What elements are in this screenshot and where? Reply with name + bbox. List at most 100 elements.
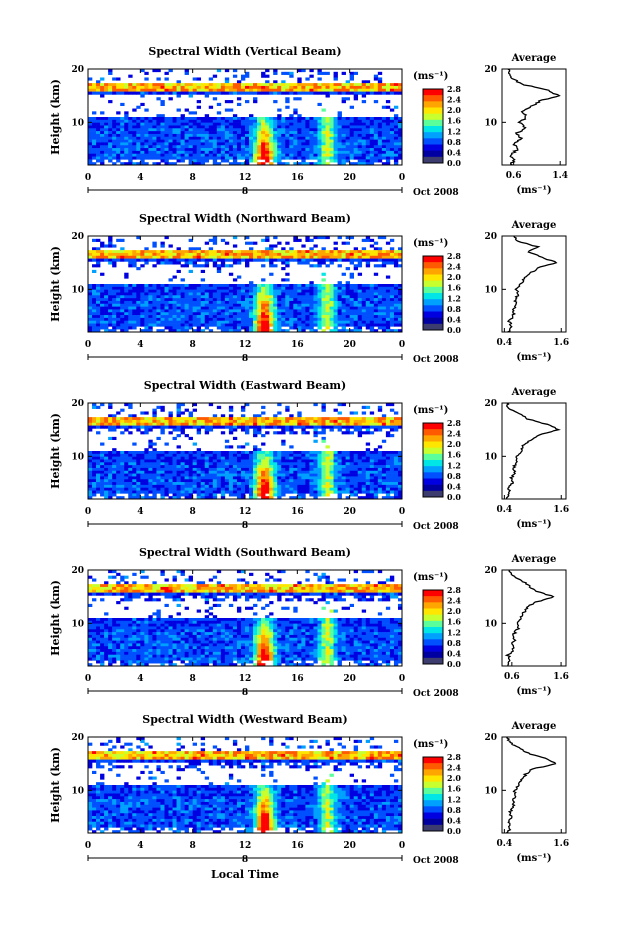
heatmap-cell xyxy=(180,148,185,152)
heatmap-cell xyxy=(285,422,290,426)
heatmap-cell xyxy=(341,303,346,307)
heatmap-cell xyxy=(317,422,322,426)
heatmap-cell xyxy=(232,419,238,424)
heatmap-cell xyxy=(341,125,346,129)
heatmap-cell xyxy=(357,261,363,265)
heatmap-cell xyxy=(144,261,149,265)
heatmap-cell xyxy=(337,150,342,154)
heatmap-cell xyxy=(152,119,157,123)
heatmap-cell xyxy=(152,292,157,296)
heatmap-cell xyxy=(88,148,93,152)
heatmap-cell xyxy=(329,133,334,138)
heatmap-cell xyxy=(112,414,117,418)
heatmap-cell xyxy=(96,125,101,129)
heatmap-cell xyxy=(293,453,298,457)
heatmap-cell xyxy=(152,88,157,92)
heatmap-cell xyxy=(140,122,145,126)
heatmap-cell xyxy=(245,473,250,477)
heatmap-cell xyxy=(148,487,153,491)
heatmap-cell xyxy=(377,83,383,87)
heatmap-cell xyxy=(188,479,193,483)
heatmap-cell xyxy=(393,312,399,316)
heatmap-cell xyxy=(196,431,202,435)
heatmap-cell xyxy=(104,303,109,307)
heatmap-cell xyxy=(228,125,234,129)
heatmap-cell xyxy=(365,145,371,149)
heatmap-cell xyxy=(257,422,262,426)
heatmap-cell xyxy=(341,156,346,160)
heatmap-cell xyxy=(212,298,218,302)
heatmap-cell xyxy=(281,425,286,429)
heatmap-cell xyxy=(108,467,113,472)
heatmap-cell xyxy=(200,133,206,138)
heatmap-cell xyxy=(88,459,93,463)
heatmap-cell xyxy=(373,250,379,254)
heatmap-cell xyxy=(389,117,395,121)
heatmap-cell xyxy=(253,428,258,432)
heatmap-cell xyxy=(144,320,149,324)
heatmap-cell xyxy=(88,139,93,143)
heatmap-cell xyxy=(389,309,395,313)
heatmap-cell xyxy=(204,456,210,460)
heatmap-cell xyxy=(265,148,270,152)
heatmap-cell xyxy=(200,289,206,293)
heatmap-cell xyxy=(240,493,246,497)
heatmap-cell xyxy=(140,156,145,160)
heatmap-cell xyxy=(341,289,346,293)
panel-1: Spectral Width (Northward Beam)2010Heigh… xyxy=(49,212,569,365)
heatmap-cell xyxy=(196,300,202,305)
heatmap-cell xyxy=(333,241,338,245)
heatmap-cell xyxy=(92,125,97,129)
heatmap-cell xyxy=(236,425,242,429)
heatmap-cell xyxy=(192,417,197,421)
heatmap-cell xyxy=(349,309,354,313)
heatmap-cell xyxy=(220,258,226,262)
heatmap-cell xyxy=(120,473,125,477)
heatmap-cell xyxy=(100,473,105,477)
heatmap-cell xyxy=(204,451,210,455)
heatmap-cell xyxy=(92,417,97,421)
heatmap-cell xyxy=(224,108,230,112)
heatmap-cell xyxy=(317,320,322,324)
heatmap-cell xyxy=(313,255,318,259)
heatmap-cell xyxy=(253,417,258,421)
heatmap-cell xyxy=(212,306,218,310)
heatmap-cell xyxy=(104,289,109,293)
heatmap-cell xyxy=(208,128,214,132)
heatmap-cell xyxy=(240,77,246,81)
heatmap-cell xyxy=(96,419,101,424)
colorbar-tick-label: 0.8 xyxy=(447,304,461,314)
heatmap-cell xyxy=(325,320,330,324)
heatmap-cell xyxy=(104,133,109,138)
heatmap-cell xyxy=(365,148,371,152)
heatmap-cell xyxy=(249,281,254,285)
heatmap-cell xyxy=(240,476,246,480)
heatmap-cell xyxy=(192,133,197,138)
heatmap-cell xyxy=(208,496,214,500)
heatmap-cell xyxy=(96,453,101,457)
heatmap-cell xyxy=(196,490,202,494)
heatmap-cell xyxy=(329,252,334,257)
heatmap-cell xyxy=(236,445,242,449)
heatmap-cell xyxy=(128,122,133,126)
heatmap-cell xyxy=(377,85,383,90)
heatmap-cell xyxy=(309,484,314,488)
heatmap-cell xyxy=(136,136,141,140)
heatmap-cell xyxy=(245,306,250,310)
heatmap-cell xyxy=(253,490,258,494)
heatmap-cell xyxy=(285,309,290,313)
heatmap-cell xyxy=(393,131,399,135)
heatmap-cell xyxy=(236,261,242,265)
heatmap-cell xyxy=(208,456,214,460)
heatmap-cell xyxy=(144,479,149,483)
heatmap-cell xyxy=(88,250,93,254)
heatmap-cell xyxy=(220,83,226,87)
heatmap-cell xyxy=(381,88,387,92)
heatmap-cell xyxy=(240,131,246,135)
heatmap-cell xyxy=(192,482,197,486)
heatmap-cell xyxy=(208,142,214,146)
heatmap-cell xyxy=(373,264,379,268)
heatmap-cell xyxy=(132,422,137,426)
heatmap-cell xyxy=(116,156,121,160)
heatmap-cell xyxy=(116,326,121,330)
